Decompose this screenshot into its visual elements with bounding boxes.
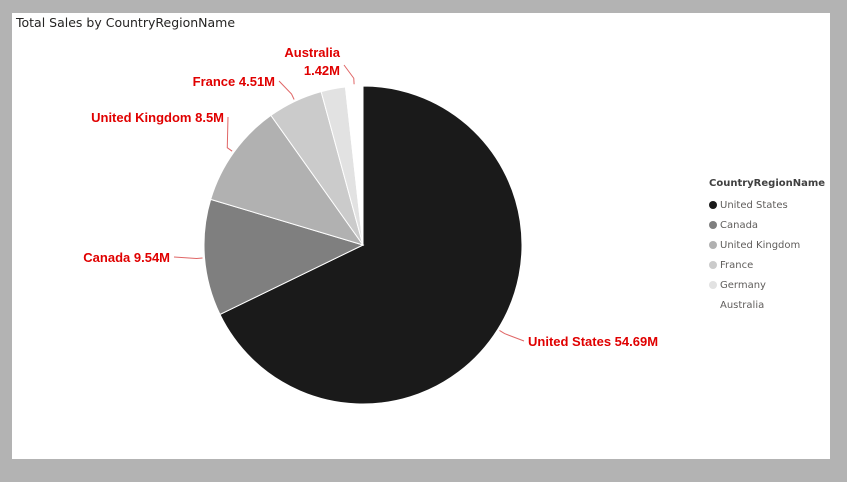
- leader-line-united-kingdom: [226, 116, 233, 152]
- legend-marker-icon: [709, 201, 717, 209]
- legend-label: France: [720, 259, 754, 271]
- legend-item-united-kingdom[interactable]: United Kingdom: [709, 235, 827, 255]
- pie-slice-united-states[interactable]: [219, 85, 523, 405]
- chart-legend: CountryRegionName United States Canada Uni…: [709, 178, 827, 315]
- legend-item-united-states[interactable]: United States: [709, 195, 827, 215]
- pie-chart[interactable]: United States 54.69M Canada 9.54M United K…: [12, 13, 830, 459]
- leader-line-canada: [173, 256, 203, 259]
- data-label-canada: Canada 9.54M: [83, 250, 170, 265]
- pie-slice-canada[interactable]: [203, 198, 365, 316]
- legend-label: United Kingdom: [720, 239, 801, 251]
- legend-label: Canada: [720, 219, 759, 231]
- legend-item-germany[interactable]: Germany: [709, 275, 827, 295]
- pie-slice-australia[interactable]: [344, 85, 364, 246]
- legend-item-australia[interactable]: Australia: [709, 295, 827, 315]
- legend-label: United States: [720, 199, 788, 211]
- legend-marker-icon: [709, 261, 717, 269]
- report-visual[interactable]: Total Sales by CountryRegionName United …: [12, 13, 830, 459]
- leader-line-australia: [343, 64, 355, 85]
- legend-title: CountryRegionName: [709, 178, 826, 189]
- legend-item-france[interactable]: France: [709, 255, 827, 275]
- chart-title: Total Sales by CountryRegionName: [16, 15, 236, 30]
- legend-marker-icon: [709, 221, 717, 229]
- legend-label: Australia: [720, 299, 765, 311]
- data-label-united-kingdom: United Kingdom 8.5M: [91, 110, 224, 125]
- legend-label: Germany: [720, 279, 766, 291]
- legend-item-canada[interactable]: Canada: [709, 215, 827, 235]
- data-label-france: France 4.51M: [193, 74, 275, 89]
- leader-line-united-states: [499, 330, 525, 342]
- data-label-australia: Australia 1.42M: [284, 45, 340, 78]
- legend-marker-icon: [709, 281, 717, 289]
- legend-marker-icon: [709, 301, 717, 309]
- leader-line-france: [278, 80, 295, 100]
- legend-marker-icon: [709, 241, 717, 249]
- data-label-united-states: United States 54.69M: [528, 334, 658, 349]
- pie-slice-united-kingdom[interactable]: [210, 114, 365, 246]
